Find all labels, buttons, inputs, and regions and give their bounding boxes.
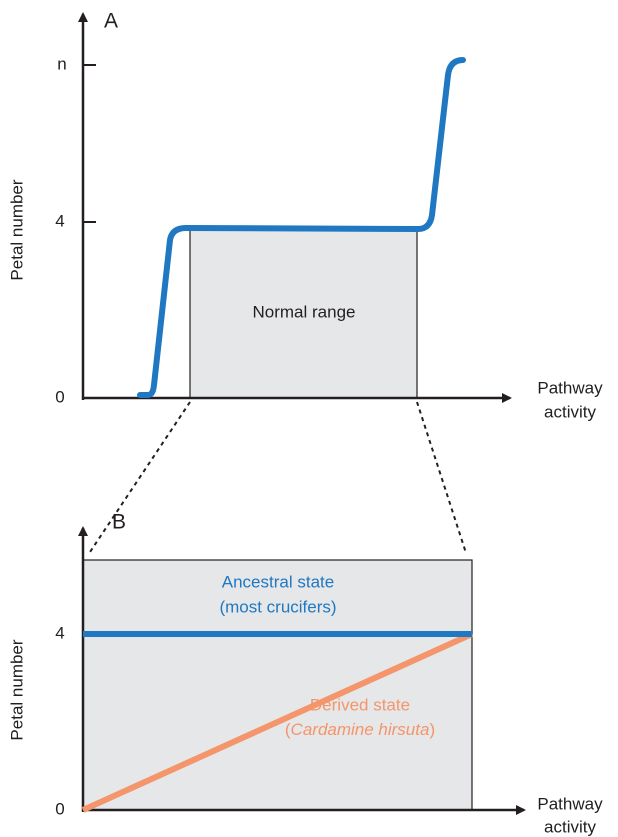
- x-axis-label: activity: [544, 817, 596, 836]
- zoom-line: [416, 401, 467, 554]
- derived-line: [81, 631, 474, 813]
- ancestral-label: (most crucifers): [219, 597, 336, 616]
- derived-label: (Cardamine hirsuta): [285, 720, 435, 739]
- panel-label: B: [112, 511, 126, 534]
- box-label: Normal range: [253, 302, 356, 321]
- ancestral-label: Ancestral state: [222, 572, 334, 591]
- species-name: Cardamine hirsuta: [291, 720, 430, 739]
- y-axis-label: Petal number: [7, 639, 26, 740]
- panel-label: A: [104, 10, 118, 33]
- y-tick-label: 4: [55, 623, 64, 642]
- panel-b: B 4 0 Petal number Ancestral state (most…: [7, 511, 603, 837]
- paren: ): [429, 720, 435, 739]
- normal-range-box: [189, 228, 418, 399]
- y-tick-label: 0: [55, 799, 64, 818]
- y-tick-label: 0: [55, 387, 64, 406]
- panel-a: A n 4 0 Petal number Normal range Pathwa…: [7, 10, 603, 422]
- y-axis-label: Petal number: [7, 179, 26, 280]
- y-tick-label: n: [57, 54, 66, 73]
- y-tick-label: 4: [55, 211, 64, 230]
- derived-label: Derived state: [310, 695, 410, 714]
- x-axis-label: Pathway: [537, 794, 603, 813]
- paren: (: [285, 720, 291, 739]
- x-axis-label: Pathway: [537, 378, 603, 397]
- petal-curve: [137, 57, 466, 398]
- zoom-line: [87, 401, 191, 556]
- x-axis-label: activity: [544, 402, 596, 421]
